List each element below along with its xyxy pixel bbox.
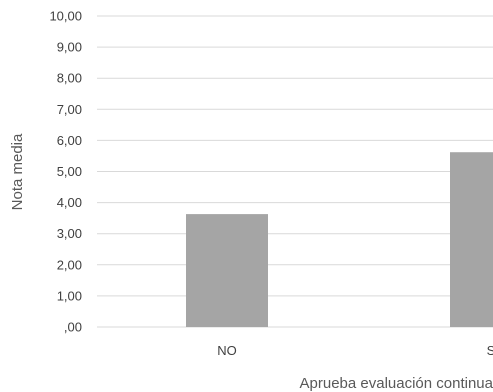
- x-category-label: S: [487, 343, 493, 358]
- y-tick-label: 3,00: [57, 226, 82, 241]
- y-axis-title: Nota media: [9, 133, 26, 210]
- y-tick-label: 6,00: [57, 133, 82, 148]
- x-axis-title: Aprueba evaluación continua: [300, 375, 493, 392]
- bars: [186, 152, 493, 327]
- y-tick-label: 9,00: [57, 40, 82, 55]
- y-tick-label: 7,00: [57, 102, 82, 117]
- y-tick-label: 8,00: [57, 71, 82, 86]
- y-tick-label: 4,00: [57, 195, 82, 210]
- bar-no: [186, 214, 268, 327]
- y-tick-labels: ,00 1,00 2,00 3,00 4,00 5,00 6,00 7,00 8,00 9,00 1…: [49, 9, 82, 335]
- y-tick-label: 5,00: [57, 164, 82, 179]
- y-tick-label: ,00: [64, 320, 82, 335]
- bar-s: [450, 152, 493, 327]
- y-tick-label: 2,00: [57, 257, 82, 272]
- y-tick-label: 1,00: [57, 288, 82, 303]
- x-category-labels: NO S: [217, 343, 493, 358]
- x-category-label: NO: [217, 343, 237, 358]
- y-tick-label: 10,00: [49, 9, 82, 24]
- gridlines: [97, 15, 493, 328]
